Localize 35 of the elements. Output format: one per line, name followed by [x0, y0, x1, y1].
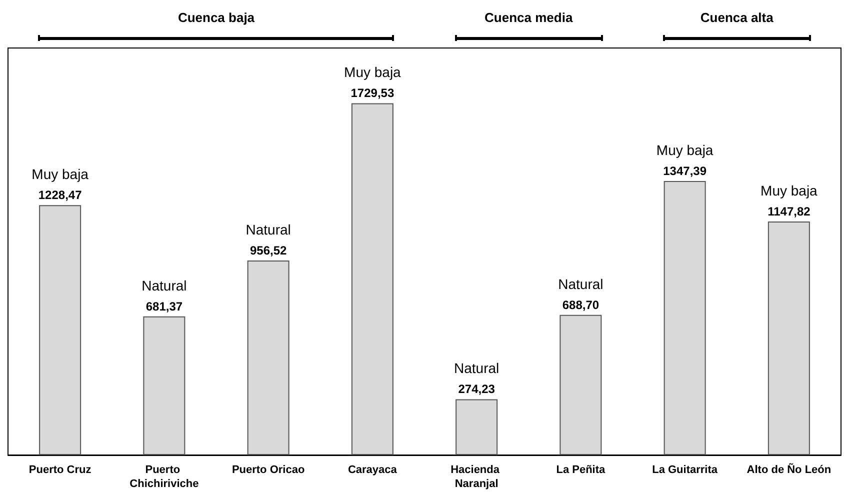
bar — [456, 399, 498, 455]
text: Cuenca media — [484, 10, 573, 25]
x-tick-label: Carayaca — [348, 464, 398, 476]
data-label: 688,70 — [562, 298, 600, 312]
annotation: Natural — [142, 277, 187, 294]
data-label: 1729,53 — [350, 86, 394, 100]
annotation: Muy baja — [344, 64, 402, 80]
data-label: 1228,47 — [38, 188, 82, 202]
bar — [351, 103, 394, 455]
x-tick-label: Hacienda Naranjal — [450, 464, 503, 490]
bar — [768, 222, 810, 455]
data-label: 1347,39 — [663, 164, 707, 178]
data-label: 1147,82 — [768, 204, 811, 219]
annotation: Natural — [558, 276, 604, 292]
text: Cuenca alta — [700, 10, 774, 25]
data-label: 956,52 — [250, 243, 287, 258]
bar — [39, 205, 82, 455]
x-tick-label: Puerto Oricao — [232, 464, 305, 476]
annotation: Muy baja — [760, 182, 818, 199]
bar — [560, 314, 602, 455]
x-tick-label: La Guitarrita — [652, 464, 718, 476]
annotation: Natural — [246, 221, 291, 238]
x-tick-label: Puerto Chichiriviche — [130, 464, 199, 490]
bar — [664, 180, 706, 455]
annotation: Natural — [454, 360, 500, 376]
x-tick-label: Puerto Cruz — [28, 464, 92, 476]
data-label: 274,23 — [458, 382, 496, 396]
data-label: 681,37 — [146, 299, 183, 314]
bar — [247, 260, 290, 455]
x-tick-label: Alto de Ño León — [746, 463, 832, 476]
x-tick-label: La Peñita — [556, 464, 606, 476]
annotation: Muy baja — [656, 142, 714, 158]
annotation: Muy baja — [32, 166, 89, 182]
bar — [143, 316, 186, 455]
text: Cuenca baja — [178, 10, 255, 25]
